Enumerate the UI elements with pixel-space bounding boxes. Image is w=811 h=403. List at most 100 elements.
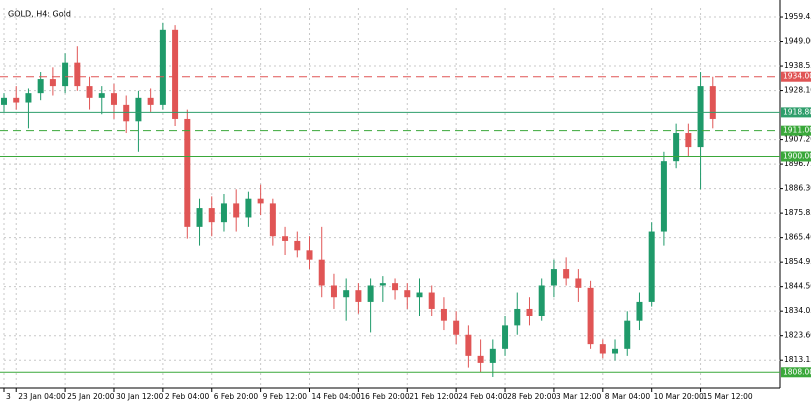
candle-body [233,203,240,218]
candle-body [343,290,350,298]
candle-body [428,292,435,309]
candle-body [440,308,447,321]
y-tick-label: 1886.30 [784,184,811,193]
candle-body [624,320,631,349]
y-tick-label: 1896.75 [784,159,811,168]
x-tick-label: 3 [6,392,11,401]
candle-body [282,236,289,241]
candle-body [123,104,130,122]
candle-body [25,93,32,103]
x-tick-label: 10 Mar 20:00 [654,392,704,401]
y-tick-label: 1907.20 [784,135,811,144]
x-tick-label: 9 Feb 12:00 [263,392,308,401]
candle-body [599,344,606,354]
x-tick-label: 30 Jan 12:00 [116,392,164,401]
level-tag [781,367,811,378]
x-tick-label: 2 Feb 04:00 [165,392,210,401]
candle-body [245,198,252,218]
candle-body [477,355,484,363]
candle-body [673,133,680,162]
level-tag [781,107,811,118]
candle-body [685,133,692,148]
candle-body [269,203,276,237]
candle-body [575,278,582,288]
candle-body [416,292,423,298]
candle-body [318,259,325,286]
y-tick-label: 1865.40 [784,233,811,242]
candle-body [306,250,313,260]
candle-body [13,97,20,103]
candle-body [453,320,460,335]
x-tick-label: 15 Mar 12:00 [703,392,753,401]
candle-body [489,348,496,363]
candle-body [159,29,166,105]
candle-body [1,97,7,105]
candle-body [526,308,533,316]
candle-body [74,62,81,87]
candle-body [257,198,264,204]
candle-body [294,240,301,251]
candle-body [86,86,93,98]
y-tick-label: 1854.95 [784,257,811,266]
candle-body [465,334,472,356]
y-tick-label: 1938.55 [784,61,811,70]
candle-body [550,269,557,286]
candle-body [379,283,386,286]
candle-body [563,269,570,279]
level-label: 1934.00 [783,72,811,81]
candle-body [612,348,619,354]
candle-body [172,29,179,119]
candle-body [110,93,117,105]
x-tick-label: 21 Feb 12:00 [409,392,458,401]
level-label: 1911.00 [783,126,811,135]
y-tick-label: 1834.05 [784,306,811,315]
x-tick-label: 24 Feb 04:00 [458,392,507,401]
x-tick-label: 3 Mar 12:00 [556,392,602,401]
level-label: 1918.80 [783,107,811,116]
candle-body [660,161,667,232]
candle-body [514,308,521,326]
level-tag [781,151,811,162]
candle-body [330,285,337,298]
candle-body [392,283,399,291]
y-tick-label: 1928.10 [784,86,811,95]
candle-body [587,287,594,345]
x-tick-label: 6 Feb 20:00 [214,392,259,401]
y-tick-label: 1875.85 [784,208,811,217]
candle-body [355,290,362,302]
candle-body [62,62,69,87]
candle-body [184,118,191,227]
candle-body [636,301,643,321]
level-label: 1808.00 [783,367,811,376]
candle-body [196,208,203,227]
chart-title: GOLD, H4: Gold [8,10,71,19]
y-tick-label: 1949.00 [784,37,811,46]
candle-body [538,285,545,316]
candle-body [220,203,227,223]
candle-body [49,79,56,87]
y-tick-label: 1844.50 [784,282,811,291]
x-tick-label: 28 Feb 20:00 [507,392,556,401]
candle-body [208,208,215,223]
candle-body [37,79,44,94]
x-tick-label: 25 Jan 20:00 [67,392,115,401]
x-tick-label: 8 Mar 04:00 [605,392,651,401]
y-tick-label: 1823.60 [784,331,811,340]
level-label: 1900.00 [783,151,811,160]
candle-body [697,86,704,148]
level-tag [781,71,811,82]
candle-body [502,325,509,349]
candle-body [367,285,374,302]
y-tick-label: 1959.45 [784,12,811,21]
level-tag [781,125,811,136]
candle-body [648,231,655,302]
x-tick-label: 23 Jan 04:00 [18,392,66,401]
candle-body [98,93,105,98]
candle-body [709,86,716,119]
candle-body [404,290,411,298]
y-tick-label: 1813.15 [784,355,811,364]
x-tick-label: 16 Feb 20:00 [360,392,409,401]
candle-body [147,97,154,105]
candle-body [135,97,142,122]
